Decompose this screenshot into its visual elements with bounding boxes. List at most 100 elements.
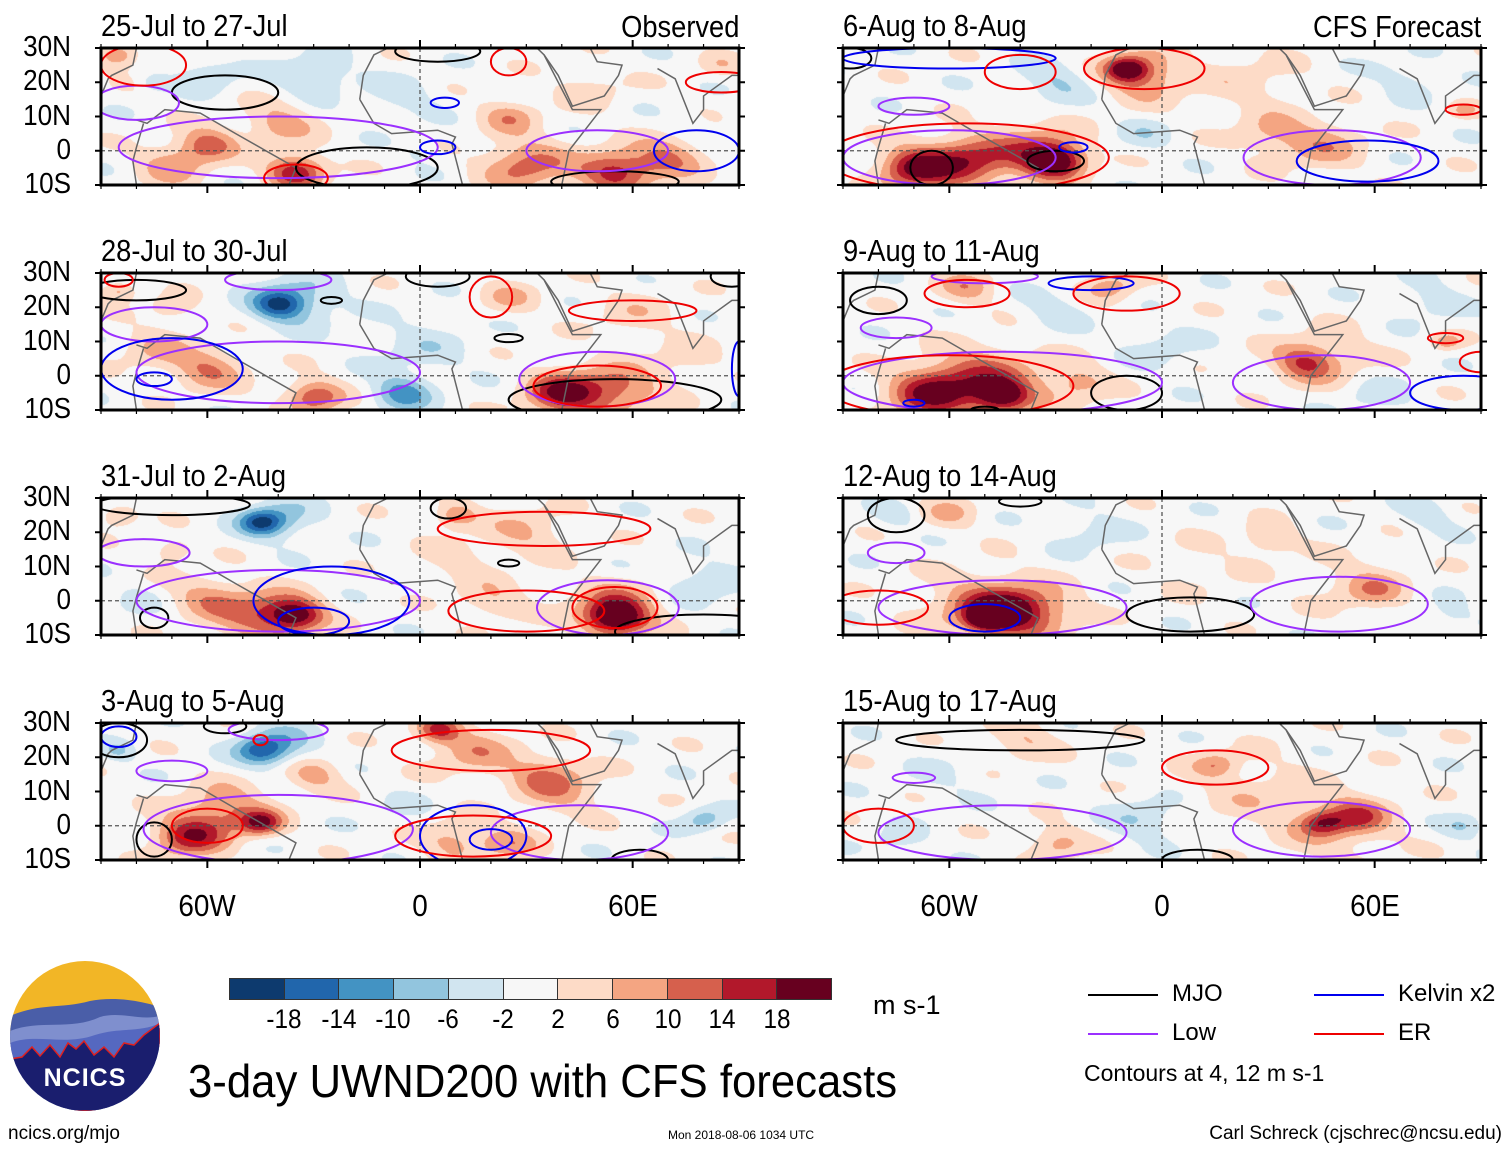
x-tick-label: 60E [607,888,658,923]
contour-mjo [135,821,173,858]
contour-low [142,793,414,860]
x-tick-label: 60E [1349,888,1400,923]
y-tick-label: 0 [56,808,71,841]
legend-swatch-mjo [1088,994,1158,996]
y-tick-label: 10N [23,324,71,357]
contour-er [394,814,553,858]
contour-er [447,589,606,633]
contour-mjo [138,606,170,630]
x-tick-label: 60W [178,888,237,923]
coastline [132,783,297,860]
coastline [657,273,739,350]
coastline [1399,273,1481,350]
coastline [1101,723,1345,860]
coastline [843,273,880,322]
y-tick-label: 20N [23,65,71,98]
panel-plot-area [837,40,1487,193]
contour-mjo [170,74,280,111]
x-tick-label: 0 [412,888,428,923]
panel-frame [841,721,1483,862]
contour-low [877,804,1128,860]
contour-note: Contours at 4, 12 m s-1 [1084,1060,1325,1086]
coastline [543,723,624,783]
coastline [132,108,297,185]
contour-er [843,122,1110,185]
contour-low [525,129,670,173]
contour-mjo [429,498,468,520]
contour-kelvin-x2 [1409,374,1481,410]
contour-mjo [404,273,471,288]
coastline [1285,273,1366,333]
panel-title: 15-Aug to 17-Aug [843,683,1057,718]
coastline [1399,498,1481,575]
y-tick-label: 10N [23,99,71,132]
contour-er [390,728,592,772]
y-tick-label: 20N [23,290,71,323]
contour-kelvin-x2 [730,340,739,398]
coastline [359,273,603,410]
coastline [874,333,1039,410]
contour-mjo [294,146,439,185]
contour-low [1249,575,1429,633]
contour-low [877,579,1128,635]
panel-frame [99,46,741,187]
contour-low [227,723,329,742]
colorbar-swatch [667,979,723,999]
coastline [1399,723,1481,800]
colorbar-tick-label: -14 [321,1004,357,1034]
contour-low [224,273,333,292]
coastline [101,498,138,547]
author-credit: Carl Schreck (cjschrec@ncsu.edu) [1209,1123,1502,1144]
contour-low [101,84,180,121]
colorbar-tick-label: -6 [437,1004,460,1034]
coastline [101,273,138,322]
panel-title: 6-Aug to 8-Aug [843,8,1027,43]
contour-kelvin-x2 [277,606,351,635]
contour-mjo [394,48,482,63]
contour-er [923,278,1011,309]
legend-label: MJO [1172,980,1223,1007]
legend-label: ER [1398,1019,1432,1046]
contour-er [1161,749,1270,786]
colorbar-swatch [448,979,504,999]
contour-er [983,53,1057,91]
contour-low [930,273,1039,285]
ncics-logo[interactable]: NCICS [10,961,160,1111]
colorbar-tick-label: -10 [375,1004,412,1034]
coastline [874,108,1039,185]
contour-mjo [849,285,908,316]
y-tick-label: 0 [56,358,71,391]
contour-er [170,807,244,844]
y-tick-label: 0 [56,133,71,166]
contour-er [1072,275,1181,312]
contour-mjo [613,613,739,635]
contour-low [866,541,926,565]
site-link[interactable]: ncics.org/mjo [8,1123,120,1144]
y-tick-label: 0 [56,583,71,616]
contour-er [684,70,739,94]
contour-er [571,586,659,630]
contour-kelvin-x2 [1058,141,1089,154]
y-tick-label: 30N [23,706,71,738]
colorbar-swatch [394,979,449,999]
colorbar-tick-label: 10 [654,1004,682,1034]
contour-er [103,273,134,288]
contour-mjo [1090,374,1163,410]
coastline [874,558,1039,635]
contour-er [101,48,188,87]
contour-er [1426,331,1465,345]
logo-text: NCICS [43,1064,127,1092]
colorbar-tick-label: -18 [266,1004,302,1034]
y-tick-label: 10S [24,168,72,200]
contour-kelvin-x2 [419,139,457,156]
contour-mjo [909,149,954,185]
y-tick-label: 10N [23,549,71,582]
colorbar [229,978,832,1000]
panel-title: 28-Jul to 30-Jul [101,233,288,268]
y-tick-label: 30N [23,256,71,288]
contour-er [436,510,652,547]
legend-label: Kelvin x2 [1398,980,1496,1007]
contour-mjo [319,295,344,305]
y-tick-label: 10S [24,843,72,875]
contour-low [1231,354,1412,410]
